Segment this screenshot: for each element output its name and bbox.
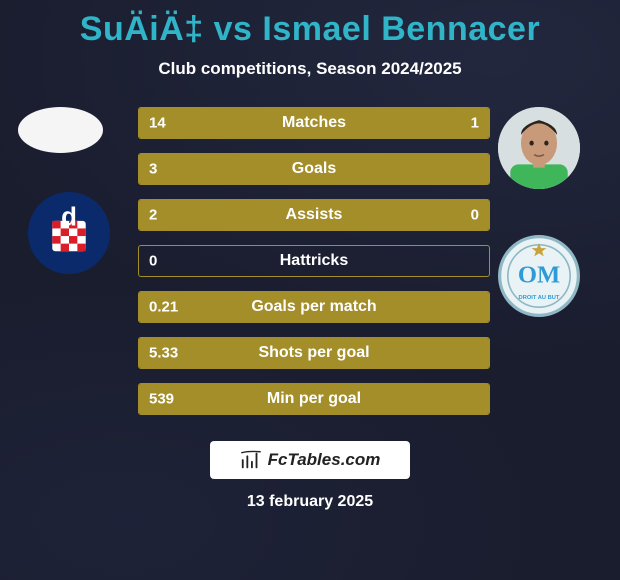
player-face-icon — [498, 107, 580, 189]
page-title: SuÄiÄ‡ vs Ismael Bennacer — [80, 10, 540, 49]
stat-label: Shots per goal — [258, 344, 369, 362]
stat-row: 5.33 Shots per goal — [138, 337, 490, 369]
stat-value-right: 1 — [471, 115, 479, 132]
stat-row: 0.21 Goals per match — [138, 291, 490, 323]
stat-row: 0 Hattricks — [138, 245, 490, 277]
stat-bars: 14 Matches 1 3 Goals 2 Assists 0 0 Hattricks 0.21 G… — [138, 107, 490, 415]
om-crest-icon: OM DROIT AU BUT — [498, 235, 580, 317]
stat-label: Goals — [292, 160, 336, 178]
stat-label: Min per goal — [267, 390, 361, 408]
stat-label: Assists — [286, 206, 343, 224]
stat-row: 3 Goals — [138, 153, 490, 185]
stat-value-left: 0 — [149, 253, 157, 270]
stat-value-left: 2 — [149, 207, 157, 224]
stat-label: Matches — [282, 114, 346, 132]
player-right-avatar — [498, 107, 580, 189]
stat-value-left: 0.21 — [149, 299, 178, 316]
stat-value-left: 5.33 — [149, 345, 178, 362]
dinamo-crest-icon: d — [31, 195, 107, 271]
svg-text:DROIT AU BUT: DROIT AU BUT — [519, 295, 560, 301]
stat-value-left: 3 — [149, 161, 157, 178]
club-crest-right: OM DROIT AU BUT — [498, 235, 580, 317]
stat-label: Goals per match — [251, 298, 376, 316]
stat-row: 2 Assists 0 — [138, 199, 490, 231]
svg-text:d: d — [61, 203, 77, 231]
stat-label: Hattricks — [280, 252, 348, 270]
stat-value-left: 539 — [149, 391, 174, 408]
player-left-avatar — [18, 107, 103, 153]
stat-row: 539 Min per goal — [138, 383, 490, 415]
stat-value-right: 0 — [471, 207, 479, 224]
stat-row: 14 Matches 1 — [138, 107, 490, 139]
comparison-card: SuÄiÄ‡ vs Ismael Bennacer Club competiti… — [0, 0, 620, 580]
svg-text:OM: OM — [518, 262, 560, 289]
date-text: 13 february 2025 — [247, 493, 373, 511]
fctables-logo-icon — [240, 449, 262, 471]
brand-text: FcTables.com — [268, 450, 381, 470]
subtitle: Club competitions, Season 2024/2025 — [158, 59, 461, 79]
brand-badge[interactable]: FcTables.com — [210, 441, 410, 479]
chart-area: d OM DR — [0, 107, 620, 580]
stat-value-left: 14 — [149, 115, 166, 132]
club-crest-left: d — [28, 192, 110, 274]
